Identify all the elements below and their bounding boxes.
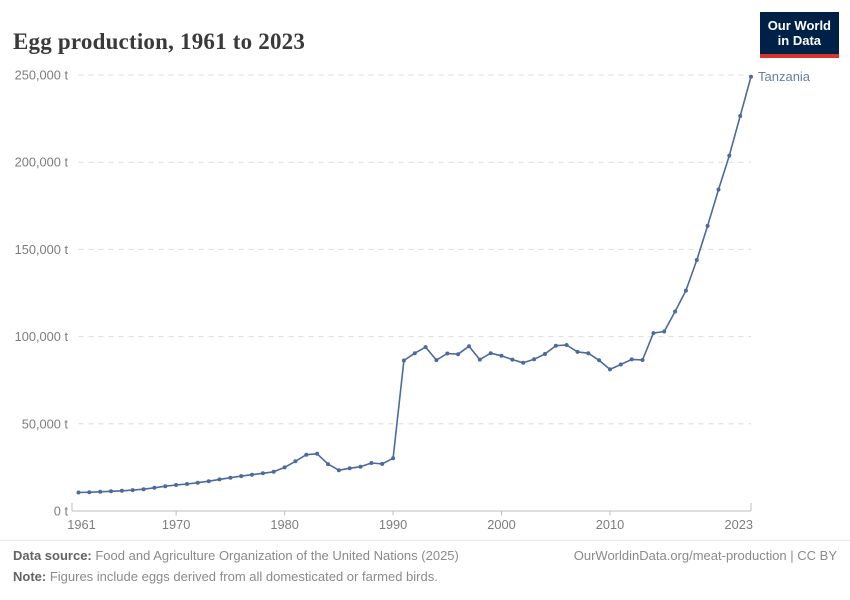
data-point[interactable]: [521, 360, 526, 365]
data-point[interactable]: [326, 462, 330, 467]
data-point[interactable]: [358, 464, 363, 469]
data-point[interactable]: [304, 452, 309, 457]
data-point[interactable]: [228, 475, 233, 480]
x-axis-tick-label: 2023: [725, 517, 753, 532]
page-title: Egg production, 1961 to 2023: [13, 29, 306, 55]
data-point[interactable]: [597, 358, 602, 363]
owid-logo[interactable]: Our World in Data: [759, 12, 839, 58]
x-axis-tick-label: 2000: [487, 517, 515, 532]
data-point[interactable]: [293, 459, 298, 464]
x-axis-tick-label: 1961: [67, 517, 95, 532]
data-point[interactable]: [336, 468, 341, 473]
data-source-text: Food and Agriculture Organization of the…: [91, 548, 459, 563]
data-point[interactable]: [716, 187, 721, 192]
data-point[interactable]: [553, 343, 558, 348]
data-point[interactable]: [434, 358, 439, 363]
data-point[interactable]: [467, 344, 471, 349]
data-point[interactable]: [629, 357, 634, 362]
data-point[interactable]: [477, 357, 482, 362]
data-point[interactable]: [250, 472, 254, 477]
data-point[interactable]: [412, 351, 417, 356]
x-axis-tick-label: 1990: [379, 517, 407, 532]
data-source-label: Data source:: [13, 548, 92, 563]
data-point[interactable]: [727, 153, 732, 158]
data-point[interactable]: [640, 358, 645, 362]
data-point[interactable]: [109, 489, 113, 494]
x-axis-tick-label: 1980: [270, 517, 298, 532]
y-axis-tick-label: 0 t: [54, 504, 69, 519]
data-point[interactable]: [488, 351, 493, 356]
data-point[interactable]: [174, 483, 179, 487]
owid-citation-link[interactable]: OurWorldinData.org/meat-production | CC …: [573, 548, 837, 563]
data-line-tanzania[interactable]: [77, 75, 752, 494]
data-point[interactable]: [282, 465, 287, 470]
data-point[interactable]: [119, 488, 124, 493]
x-axis-tick-label: 2010: [596, 517, 624, 532]
data-point[interactable]: [705, 223, 710, 228]
data-point[interactable]: [749, 74, 753, 79]
data-point[interactable]: [87, 490, 92, 495]
owid-logo-line1: Our World: [767, 18, 831, 33]
data-point[interactable]: [380, 461, 385, 466]
y-axis-tick-label: 200,000 t: [15, 155, 69, 170]
data-point[interactable]: [564, 343, 569, 347]
data-point[interactable]: [98, 489, 103, 494]
data-point[interactable]: [185, 482, 189, 486]
data-point[interactable]: [608, 367, 612, 372]
data-point[interactable]: [130, 488, 135, 493]
data-source-line: Data source: Food and Agriculture Organi…: [13, 548, 459, 563]
entity-label-tanzania[interactable]: Tanzania: [758, 69, 811, 84]
note-label: Note:: [13, 569, 47, 584]
owid-logo-line2: in Data: [777, 33, 822, 49]
data-point[interactable]: [694, 258, 699, 262]
data-point[interactable]: [542, 352, 547, 356]
data-point[interactable]: [575, 349, 580, 354]
y-axis-tick-label: 100,000 t: [15, 329, 69, 344]
note-line: Note: Figures include eggs derived from …: [13, 569, 438, 584]
data-point[interactable]: [217, 477, 222, 482]
data-point[interactable]: [271, 469, 276, 474]
data-point[interactable]: [651, 331, 656, 336]
data-point[interactable]: [76, 490, 81, 495]
data-point[interactable]: [315, 451, 320, 456]
data-point[interactable]: [369, 461, 374, 465]
data-point[interactable]: [662, 329, 667, 334]
data-point[interactable]: [239, 474, 244, 479]
data-point[interactable]: [445, 351, 450, 356]
note-text: Figures include eggs derived from all do…: [46, 569, 438, 584]
data-point[interactable]: [456, 352, 461, 357]
y-axis-tick-label: 150,000 t: [15, 242, 69, 257]
data-point[interactable]: [683, 288, 688, 293]
data-point[interactable]: [532, 357, 537, 362]
data-point[interactable]: [195, 480, 200, 485]
data-point[interactable]: [206, 479, 211, 484]
data-point[interactable]: [423, 345, 428, 350]
data-point[interactable]: [618, 362, 623, 367]
data-point[interactable]: [391, 456, 396, 461]
x-axis-tick-label: 1970: [162, 517, 190, 532]
footer-divider: [0, 540, 850, 541]
data-point[interactable]: [141, 487, 146, 492]
data-point[interactable]: [586, 351, 591, 356]
data-point[interactable]: [510, 357, 515, 362]
data-point[interactable]: [673, 309, 678, 314]
data-point[interactable]: [499, 353, 504, 358]
data-point[interactable]: [163, 484, 168, 489]
data-point[interactable]: [401, 358, 406, 363]
y-axis-tick-label: 50,000 t: [22, 416, 69, 431]
data-point[interactable]: [738, 114, 743, 118]
data-point[interactable]: [152, 485, 157, 490]
data-point[interactable]: [260, 471, 265, 476]
y-axis-tick-label: 250,000 t: [15, 68, 69, 83]
data-point[interactable]: [347, 466, 352, 471]
